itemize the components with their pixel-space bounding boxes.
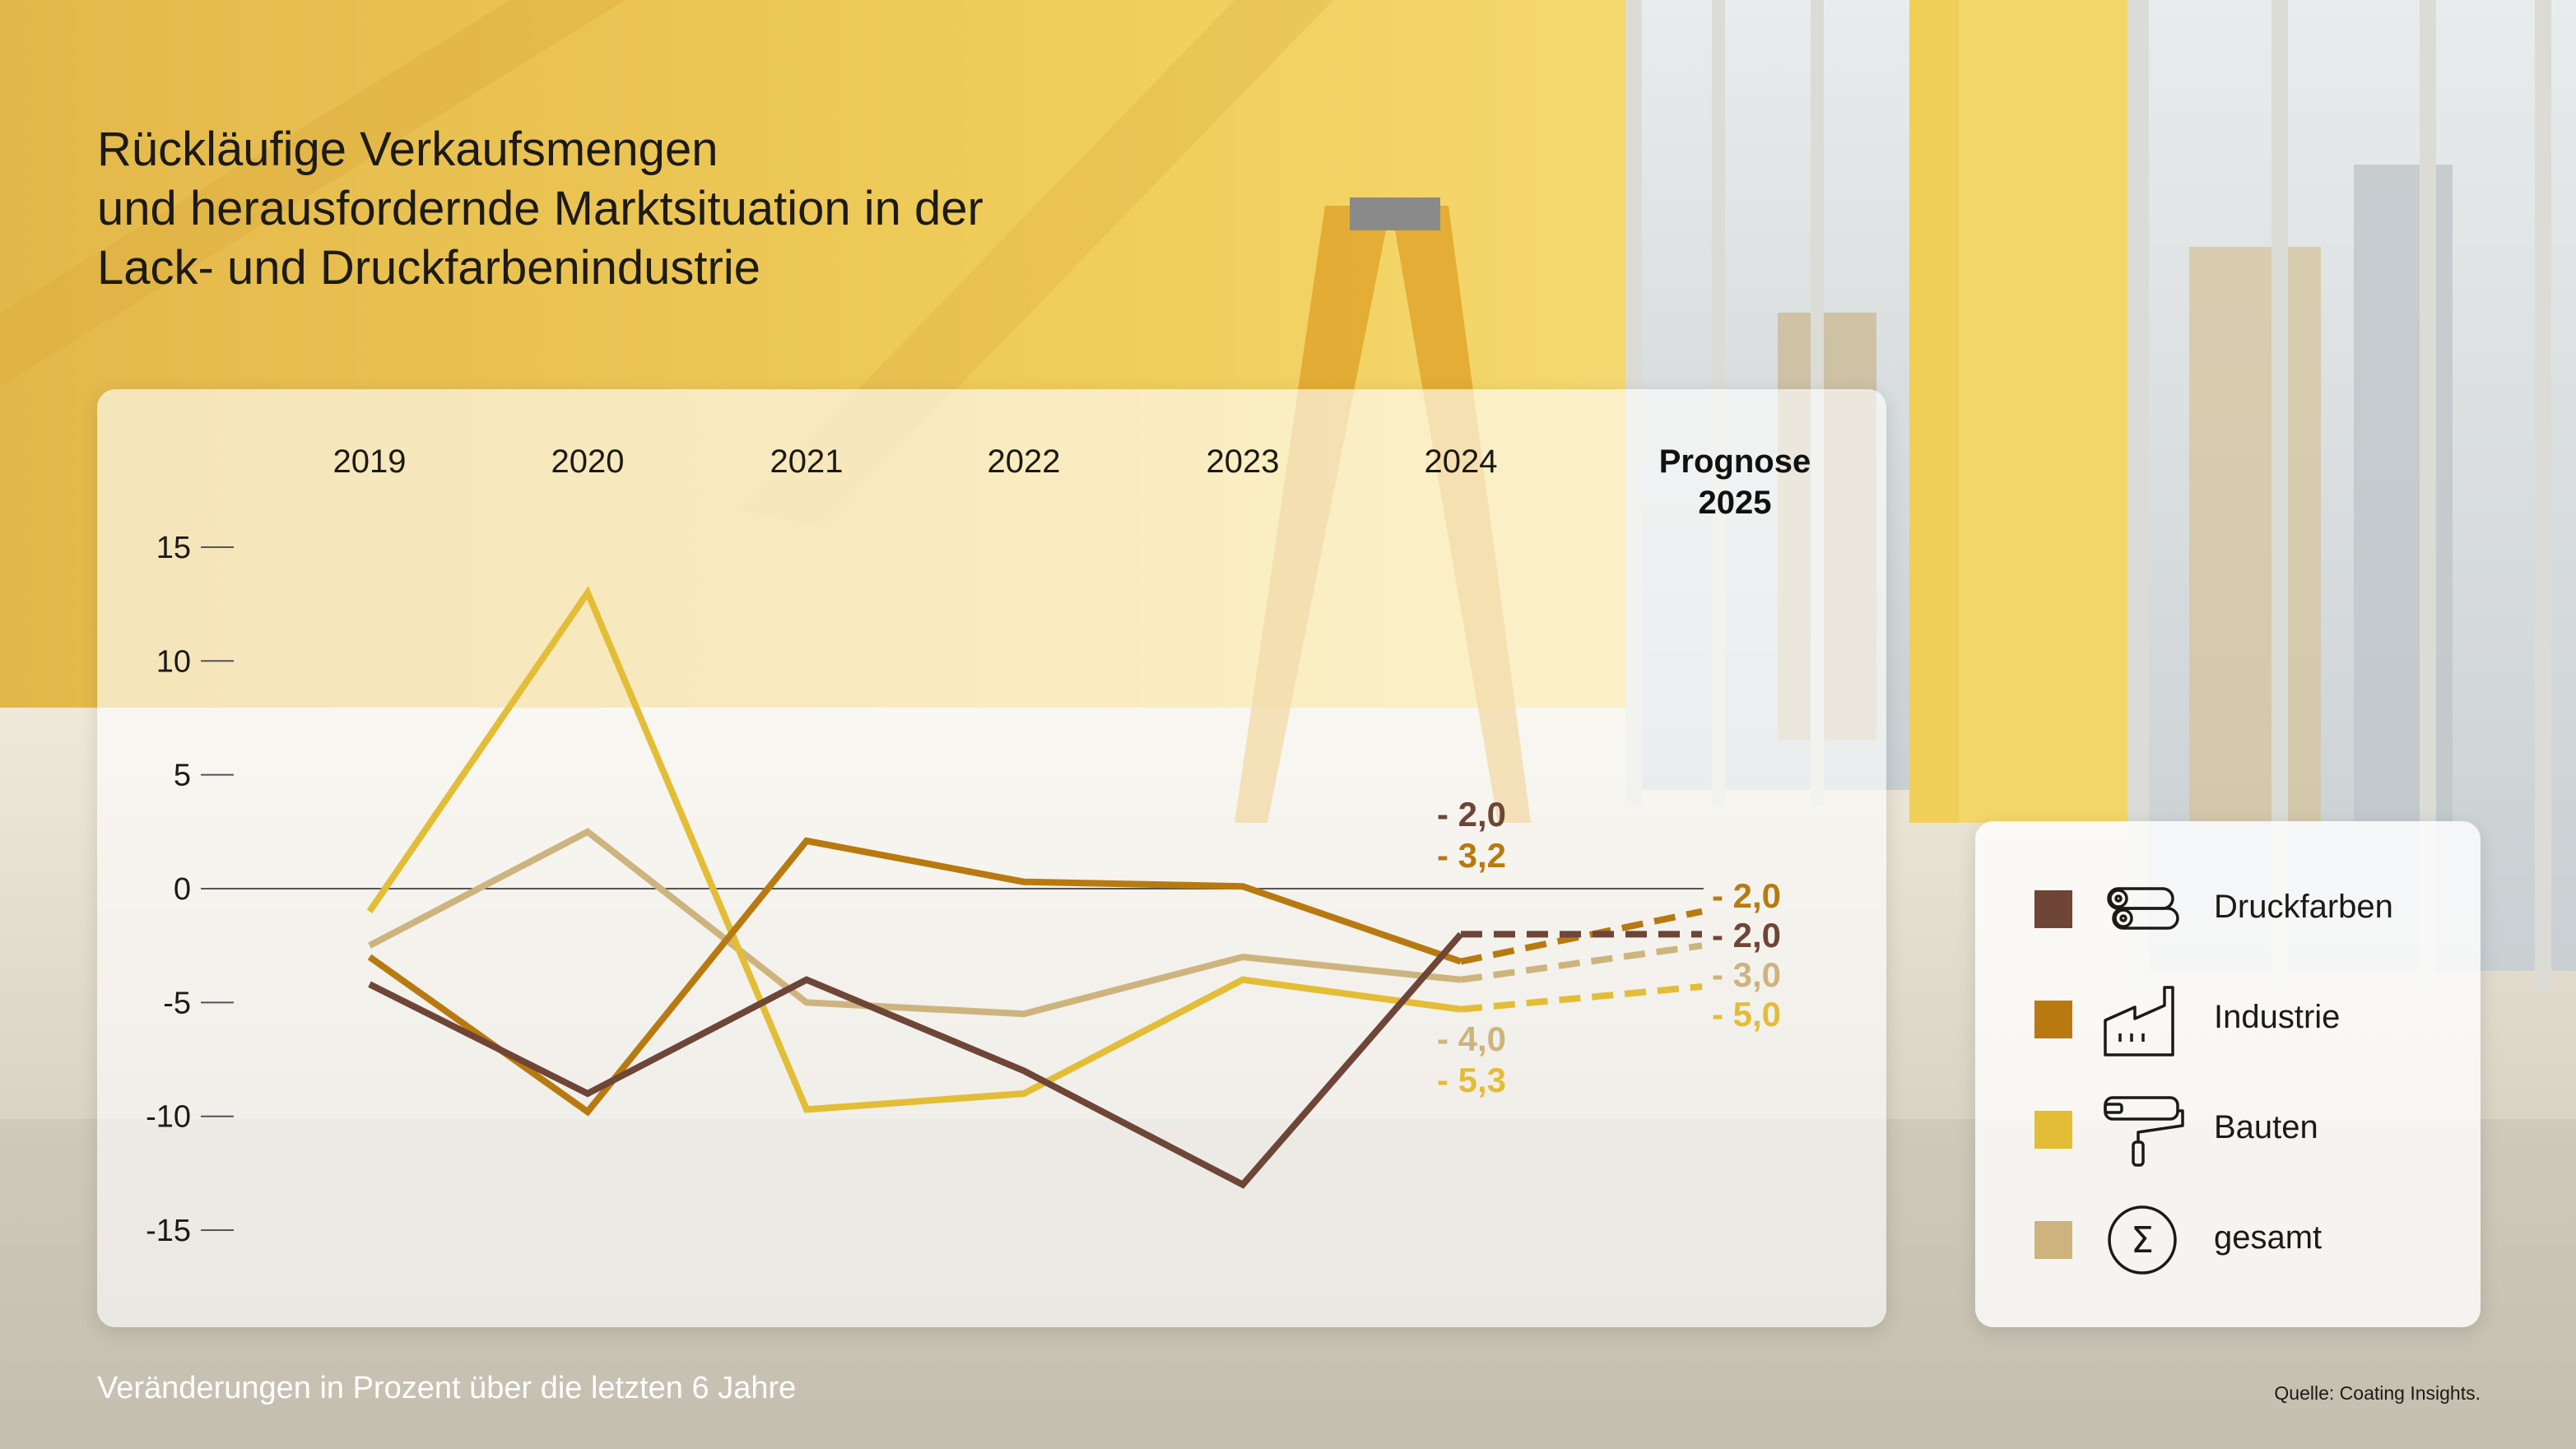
legend-swatch-industrie <box>2034 1001 2072 1038</box>
paper-rolls-icon <box>2107 887 2179 930</box>
x-tick-label: 2019 <box>333 444 407 480</box>
x-tick-label-forecast: 2025 <box>1699 485 1772 521</box>
forecast-line-industrie <box>1460 908 1703 965</box>
y-tick-label: 0 <box>174 872 191 907</box>
y-tick-label: -5 <box>163 986 191 1020</box>
series-line-druckfarben <box>368 931 1464 1189</box>
x-tick-label: 2020 <box>551 444 625 480</box>
y-tick-label: 15 <box>156 531 191 565</box>
y-tick-label: -15 <box>146 1214 191 1248</box>
sigma-icon: Σ <box>2108 1205 2177 1275</box>
x-tick-label: 2023 <box>1207 444 1280 480</box>
legend-item-bauten: Bauten <box>1975 1093 2481 1167</box>
data-label-2025: - 2,0 <box>1712 916 1781 954</box>
svg-text:Σ: Σ <box>2131 1219 2154 1261</box>
y-tick-label: 5 <box>174 759 191 793</box>
legend-swatch-bauten <box>2034 1111 2072 1149</box>
legend-item-druckfarben: Druckfarben <box>1975 872 2481 946</box>
title-line-3: Lack- und Druckfarbenindustrie <box>97 241 760 295</box>
footnote: Veränderungen in Prozent über die letzte… <box>97 1371 797 1405</box>
legend-label-industrie: Industrie <box>2214 999 2341 1035</box>
legend-swatch-druckfarben <box>2034 890 2072 928</box>
title-line-1: Rückläufige Verkaufsmengen <box>97 123 718 176</box>
chart-panel <box>97 389 1886 1327</box>
data-label-2025: - 5,0 <box>1712 995 1781 1033</box>
factory-icon <box>2104 986 2174 1057</box>
legend-item-industrie: Industrie <box>1975 982 2481 1057</box>
x-tick-label: 2021 <box>770 444 844 480</box>
legend-label-gesamt: gesamt <box>2214 1219 2323 1256</box>
data-label-2025: - 3,0 <box>1712 955 1781 994</box>
legend-swatch-gesamt <box>2034 1221 2072 1259</box>
series-line-industrie <box>367 837 1462 1117</box>
legend-label-druckfarben: Druckfarben <box>2214 889 2393 925</box>
data-label-2025: - 2,0 <box>1712 876 1781 915</box>
x-tick-label: 2022 <box>988 444 1061 480</box>
x-tick-label-forecast: Prognose <box>1659 444 1811 480</box>
series-line-bauten <box>366 585 1462 1113</box>
title-line-2: und herausfordernde Marktsituation in de… <box>97 182 983 235</box>
series-line-gesamt <box>368 828 1462 1018</box>
data-label-2024: - 3,2 <box>1437 836 1506 875</box>
y-tick-label: 10 <box>156 644 191 679</box>
source-note: Quelle: Coating Insights. <box>2274 1382 2481 1404</box>
data-label-2024: - 2,0 <box>1437 795 1506 834</box>
x-tick-label: 2024 <box>1425 444 1498 480</box>
legend-item-gesamt: Σ gesamt <box>1975 1203 2481 1277</box>
legend: Druckfarben Industrie Bauten <box>1975 821 2481 1327</box>
data-label-2024: - 4,0 <box>1437 1019 1506 1058</box>
data-label-2024: - 5,3 <box>1437 1061 1506 1099</box>
y-tick-label: -10 <box>146 1100 191 1135</box>
forecast-line-bauten <box>1460 982 1703 1013</box>
paint-roller-icon <box>2104 1096 2184 1167</box>
legend-label-bauten: Bauten <box>2214 1109 2318 1145</box>
chart-title: Rückläufige Verkaufsmengen und herausfor… <box>97 120 983 298</box>
forecast-line-gesamt <box>1460 942 1703 983</box>
